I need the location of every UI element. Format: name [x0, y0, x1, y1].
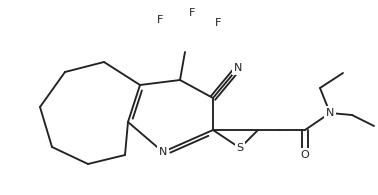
Text: S: S — [236, 143, 243, 153]
Text: F: F — [215, 18, 221, 28]
Text: N: N — [159, 147, 167, 157]
Text: F: F — [157, 15, 163, 25]
Text: N: N — [234, 63, 242, 73]
Text: O: O — [301, 150, 309, 160]
Text: F: F — [189, 8, 195, 18]
Text: N: N — [326, 108, 334, 118]
